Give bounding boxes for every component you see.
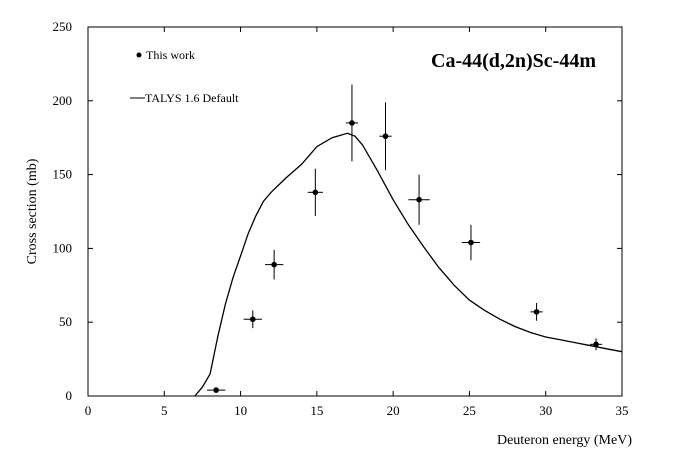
talys-curve-layer xyxy=(194,132,623,397)
y-tick-label: 200 xyxy=(53,93,73,108)
x-tick-label: 15 xyxy=(310,403,323,418)
data-point xyxy=(379,102,392,171)
data-point-marker xyxy=(249,316,256,323)
data-point xyxy=(461,224,481,261)
x-tick-label: 20 xyxy=(387,403,400,418)
legend: This work TALYS 1.6 Default xyxy=(130,48,239,105)
talys-curve xyxy=(194,132,623,397)
data-point xyxy=(408,174,430,225)
chart-title: Ca-44(d,2n)Sc-44m xyxy=(431,50,596,72)
data-point-marker xyxy=(382,133,389,140)
data-point-marker xyxy=(312,189,319,196)
data-points-layer xyxy=(207,84,603,393)
x-tick-label: 30 xyxy=(539,403,552,418)
data-point-marker xyxy=(349,120,355,126)
data-point xyxy=(264,249,284,280)
data-point-marker xyxy=(468,239,474,246)
y-tick-label: 100 xyxy=(53,240,73,255)
legend-marker-point xyxy=(136,52,142,58)
x-tick-label: 10 xyxy=(234,403,247,418)
x-tick-label: 5 xyxy=(161,403,168,418)
y-tick-label: 150 xyxy=(53,167,73,182)
legend-item-talys: TALYS 1.6 Default xyxy=(130,91,239,105)
data-point xyxy=(207,387,226,393)
data-point xyxy=(530,303,543,321)
data-point xyxy=(307,168,323,216)
y-tick-label: 0 xyxy=(66,388,73,403)
data-point xyxy=(589,338,603,351)
data-point-marker xyxy=(213,387,219,393)
data-point-marker xyxy=(416,196,422,203)
tick-labels: 0 5 10 15 20 25 30 35 0 50 100 150 200 250 xyxy=(53,19,629,418)
x-tick-label: 0 xyxy=(85,403,92,418)
y-tick-label: 250 xyxy=(53,19,73,34)
x-tick-label: 35 xyxy=(616,403,629,418)
legend-item-this-work: This work xyxy=(136,48,195,62)
x-axis-label: Deuteron energy (MeV) xyxy=(497,433,632,448)
legend-label-talys: TALYS 1.6 Default xyxy=(145,91,239,105)
data-point-marker xyxy=(271,261,277,268)
y-tick-label: 50 xyxy=(59,314,72,329)
x-tick-label: 25 xyxy=(463,403,476,418)
legend-label-this-work: This work xyxy=(146,48,195,62)
data-point-marker xyxy=(533,309,540,315)
plot-frame xyxy=(87,26,623,397)
data-point-marker xyxy=(593,341,599,348)
data-point xyxy=(345,84,359,162)
axis-ticks xyxy=(87,26,623,397)
y-axis-label: Cross section (mb) xyxy=(25,158,40,264)
data-point xyxy=(243,310,262,329)
